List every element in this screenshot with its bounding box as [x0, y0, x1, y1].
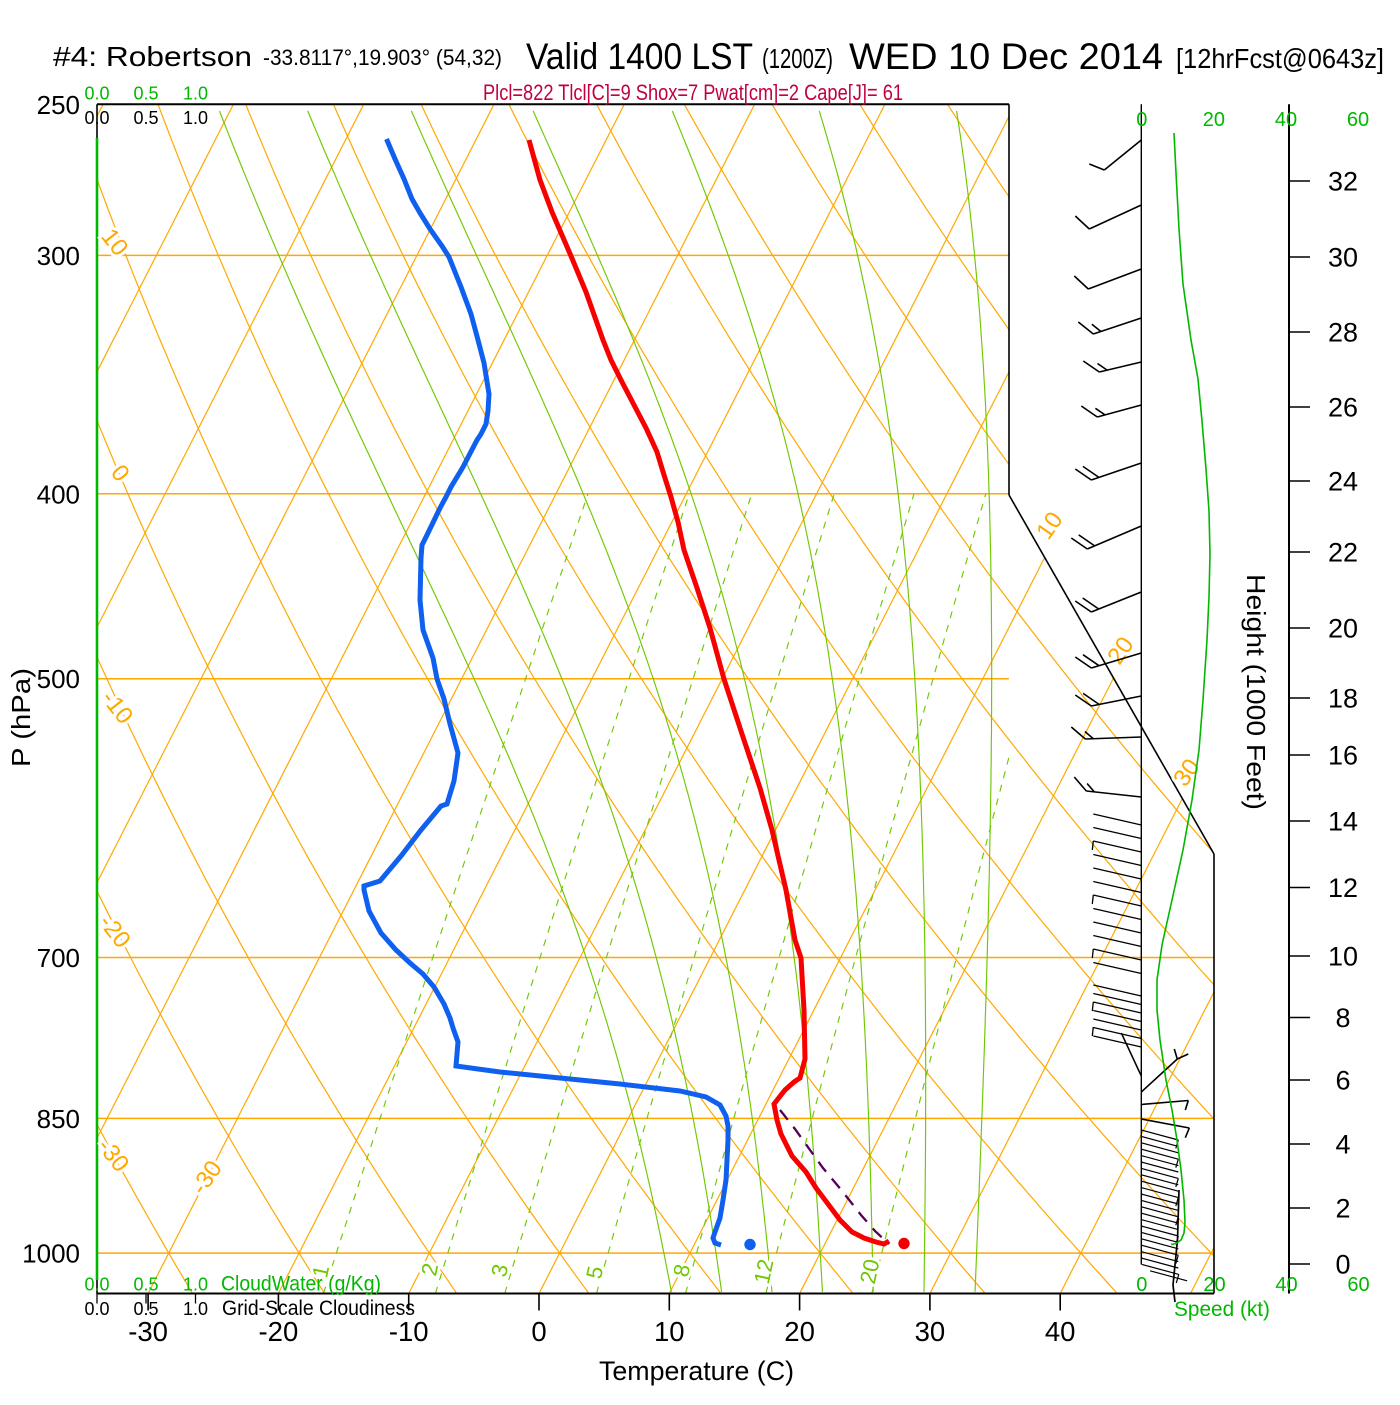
svg-text:40: 40: [1275, 109, 1297, 131]
svg-text:(1200Z): (1200Z): [762, 43, 833, 74]
svg-text:12: 12: [1328, 873, 1358, 903]
svg-text:1.0: 1.0: [183, 1299, 208, 1319]
svg-text:0.5: 0.5: [133, 108, 158, 128]
svg-text:20: 20: [1203, 1274, 1225, 1296]
svg-text:CloudWater (g/Kg): CloudWater (g/Kg): [221, 1273, 381, 1296]
svg-text:0.5: 0.5: [133, 84, 158, 104]
svg-text:6: 6: [1335, 1066, 1350, 1096]
svg-text:0.5: 0.5: [133, 1275, 158, 1295]
svg-text:Temperature (C): Temperature (C): [599, 1356, 794, 1386]
svg-text:0: 0: [531, 1316, 546, 1347]
svg-text:[12hrFcst@0643z]: [12hrFcst@0643z]: [1176, 43, 1384, 74]
svg-text:8: 8: [1335, 1003, 1350, 1033]
svg-text:-33.8117°,19.903° (54,32): -33.8117°,19.903° (54,32): [263, 45, 502, 70]
svg-text:400: 400: [37, 479, 80, 509]
svg-text:#4: Robertson: #4: Robertson: [53, 41, 252, 72]
svg-text:-30: -30: [128, 1316, 168, 1347]
svg-text:60: 60: [1347, 109, 1369, 131]
svg-text:1.0: 1.0: [183, 84, 208, 104]
svg-text:14: 14: [1328, 807, 1358, 837]
svg-text:Grid-Scale Cloudiness: Grid-Scale Cloudiness: [222, 1297, 415, 1320]
svg-text:30: 30: [1328, 243, 1358, 273]
svg-text:32: 32: [1328, 167, 1358, 197]
svg-text:0: 0: [1335, 1250, 1350, 1280]
svg-text:10: 10: [654, 1316, 685, 1347]
svg-text:20: 20: [855, 1257, 885, 1286]
svg-text:60: 60: [1347, 1274, 1369, 1296]
svg-text:28: 28: [1328, 318, 1358, 348]
svg-text:22: 22: [1328, 538, 1358, 568]
svg-text:1000: 1000: [22, 1239, 80, 1269]
svg-text:WED 10 Dec 2014: WED 10 Dec 2014: [849, 36, 1163, 77]
svg-text:Speed (kt): Speed (kt): [1174, 1298, 1270, 1321]
svg-text:Plcl=822 Tlcl[C]=9 Shox=7 Pwat: Plcl=822 Tlcl[C]=9 Shox=7 Pwat[cm]=2 Cap…: [483, 80, 903, 105]
svg-text:-20: -20: [259, 1316, 299, 1347]
svg-text:20: 20: [1328, 614, 1358, 644]
svg-text:-10: -10: [389, 1316, 429, 1347]
svg-text:16: 16: [1328, 741, 1358, 771]
svg-text:18: 18: [1328, 684, 1358, 714]
svg-text:250: 250: [37, 90, 80, 120]
svg-text:Valid 1400 LST: Valid 1400 LST: [526, 36, 753, 77]
svg-text:40: 40: [1275, 1274, 1297, 1296]
svg-text:700: 700: [37, 943, 80, 973]
svg-text:20: 20: [1203, 109, 1225, 131]
svg-text:26: 26: [1328, 393, 1358, 423]
svg-text:2: 2: [1335, 1194, 1350, 1224]
svg-text:0.0: 0.0: [84, 1275, 109, 1295]
svg-text:0.0: 0.0: [84, 84, 109, 104]
svg-text:24: 24: [1328, 467, 1358, 497]
svg-text:4: 4: [1335, 1130, 1350, 1160]
svg-text:0.0: 0.0: [84, 108, 109, 128]
svg-text:300: 300: [37, 241, 80, 271]
svg-text:20: 20: [784, 1316, 815, 1347]
svg-text:P (hPa): P (hPa): [6, 668, 36, 767]
svg-text:12: 12: [749, 1257, 779, 1286]
svg-text:500: 500: [37, 664, 80, 694]
svg-text:0.5: 0.5: [133, 1299, 158, 1319]
svg-text:850: 850: [37, 1104, 80, 1134]
svg-text:1.0: 1.0: [183, 1275, 208, 1295]
svg-text:1.0: 1.0: [183, 108, 208, 128]
svg-text:0: 0: [1136, 109, 1147, 131]
svg-text:0: 0: [1136, 1274, 1147, 1296]
svg-text:40: 40: [1045, 1316, 1076, 1347]
svg-text:0.0: 0.0: [84, 1299, 109, 1319]
svg-text:30: 30: [915, 1316, 946, 1347]
svg-text:Height (1000 Feet): Height (1000 Feet): [1241, 574, 1271, 810]
svg-text:10: 10: [1328, 942, 1358, 972]
